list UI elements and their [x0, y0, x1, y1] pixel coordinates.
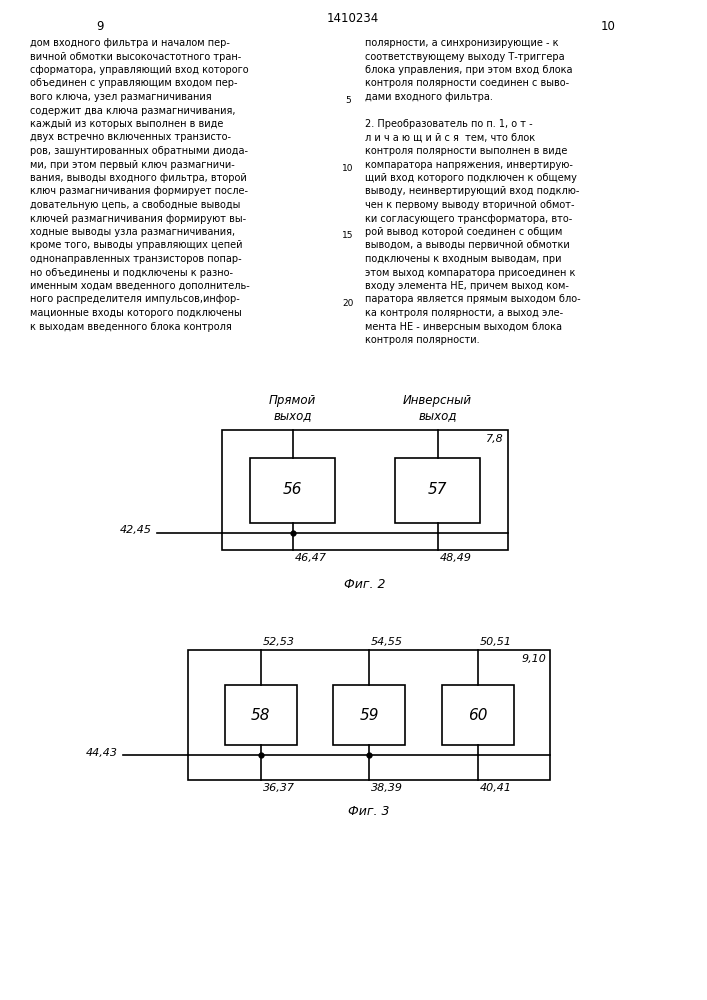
Text: ка контроля полярности, а выход эле-: ка контроля полярности, а выход эле- — [365, 308, 563, 318]
Text: 15: 15 — [342, 231, 354, 240]
Text: Фиг. 2: Фиг. 2 — [344, 578, 386, 591]
Text: чен к первому выводу вторичной обмот-: чен к первому выводу вторичной обмот- — [365, 200, 575, 210]
Text: ходные выводы узла размагничивания,: ходные выводы узла размагничивания, — [30, 227, 235, 237]
Text: 58: 58 — [251, 708, 270, 722]
Text: выводу, неинвертирующий вход подклю-: выводу, неинвертирующий вход подклю- — [365, 186, 579, 196]
Text: 10: 10 — [600, 20, 615, 33]
Text: 2. Преобразователь по п. 1, о т -: 2. Преобразователь по п. 1, о т - — [365, 119, 532, 129]
Text: к выходам введенного блока контроля: к выходам введенного блока контроля — [30, 322, 232, 332]
Text: 9,10: 9,10 — [521, 654, 546, 664]
Text: контроля полярности.: контроля полярности. — [365, 335, 479, 345]
Text: входу элемента НЕ, причем выход ком-: входу элемента НЕ, причем выход ком- — [365, 281, 569, 291]
Text: ров, зашунтированных обратными диода-: ров, зашунтированных обратными диода- — [30, 146, 248, 156]
Text: Прямой
выход: Прямой выход — [269, 394, 316, 422]
Text: 7,8: 7,8 — [486, 434, 504, 444]
Text: блока управления, при этом вход блока: блока управления, при этом вход блока — [365, 65, 573, 75]
Text: 44,43: 44,43 — [86, 748, 118, 758]
Text: рой вывод которой соединен с общим: рой вывод которой соединен с общим — [365, 227, 562, 237]
Text: ми, при этом первый ключ размагничи-: ми, при этом первый ключ размагничи- — [30, 159, 235, 169]
Text: Фиг. 3: Фиг. 3 — [349, 805, 390, 818]
Bar — [395, 458, 480, 522]
Text: 52,53: 52,53 — [262, 637, 295, 647]
Text: 46,47: 46,47 — [295, 553, 327, 563]
Text: 48,49: 48,49 — [440, 553, 472, 563]
Text: ного распределителя импульсов,инфор-: ного распределителя импульсов,инфор- — [30, 294, 240, 304]
Bar — [250, 458, 335, 522]
Bar — [333, 685, 405, 745]
Text: однонаправленных транзисторов попар-: однонаправленных транзисторов попар- — [30, 254, 242, 264]
Text: 57: 57 — [428, 483, 448, 497]
Text: 38,39: 38,39 — [371, 783, 403, 793]
Bar — [222, 430, 508, 550]
Text: выводом, а выводы первичной обмотки: выводом, а выводы первичной обмотки — [365, 240, 570, 250]
Text: дами входного фильтра.: дами входного фильтра. — [365, 92, 493, 102]
Text: мента НЕ - инверсным выходом блока: мента НЕ - инверсным выходом блока — [365, 322, 562, 332]
Text: Инверсный
выход: Инверсный выход — [403, 394, 472, 422]
Text: 5: 5 — [345, 96, 351, 105]
Text: вого ключа, узел размагничивания: вого ключа, узел размагничивания — [30, 92, 211, 102]
Text: но объединены и подключены к разно-: но объединены и подключены к разно- — [30, 267, 233, 277]
Text: щий вход которого подключен к общему: щий вход которого подключен к общему — [365, 173, 577, 183]
Text: ключ размагничивания формирует после-: ключ размагничивания формирует после- — [30, 186, 248, 196]
Text: 50,51: 50,51 — [479, 637, 511, 647]
Text: двух встречно включенных транзисто-: двух встречно включенных транзисто- — [30, 132, 231, 142]
Text: компаратора напряжения, инвертирую-: компаратора напряжения, инвертирую- — [365, 159, 573, 169]
Text: 10: 10 — [342, 164, 354, 173]
Text: этом выход компаратора присоединен к: этом выход компаратора присоединен к — [365, 267, 575, 277]
Text: вичной обмотки высокочастотного тран-: вичной обмотки высокочастотного тран- — [30, 51, 241, 62]
Bar — [188, 650, 550, 780]
Text: сформатора, управляющий вход которого: сформатора, управляющий вход которого — [30, 65, 249, 75]
Text: каждый из которых выполнен в виде: каждый из которых выполнен в виде — [30, 119, 223, 129]
Text: контроля полярности соединен с выво-: контроля полярности соединен с выво- — [365, 79, 569, 89]
Text: 56: 56 — [283, 483, 303, 497]
Text: 1410234: 1410234 — [327, 12, 379, 25]
Text: 36,37: 36,37 — [262, 783, 295, 793]
Text: 40,41: 40,41 — [479, 783, 511, 793]
Text: 20: 20 — [342, 299, 354, 308]
Bar — [225, 685, 296, 745]
Text: полярности, а синхронизирующие - к: полярности, а синхронизирующие - к — [365, 38, 559, 48]
Text: объединен с управляющим входом пер-: объединен с управляющим входом пер- — [30, 79, 238, 89]
Text: л и ч а ю щ и й с я  тем, что блок: л и ч а ю щ и й с я тем, что блок — [365, 132, 535, 142]
Text: именным ходам введенного дополнитель-: именным ходам введенного дополнитель- — [30, 281, 250, 291]
Text: 59: 59 — [359, 708, 379, 722]
Text: ки согласующего трансформатора, вто-: ки согласующего трансформатора, вто- — [365, 214, 572, 224]
Bar — [441, 685, 513, 745]
Text: кроме того, выводы управляющих цепей: кроме того, выводы управляющих цепей — [30, 240, 243, 250]
Text: содержит два ключа размагничивания,: содержит два ключа размагничивания, — [30, 105, 235, 115]
Text: 42,45: 42,45 — [120, 526, 152, 536]
Text: 9: 9 — [96, 20, 104, 33]
Text: 60: 60 — [468, 708, 487, 722]
Text: мационные входы которого подключены: мационные входы которого подключены — [30, 308, 242, 318]
Text: соответствующему выходу Т-триггера: соответствующему выходу Т-триггера — [365, 51, 565, 62]
Text: дом входного фильтра и началом пер-: дом входного фильтра и началом пер- — [30, 38, 230, 48]
Text: контроля полярности выполнен в виде: контроля полярности выполнен в виде — [365, 146, 568, 156]
Text: паратора является прямым выходом бло-: паратора является прямым выходом бло- — [365, 294, 580, 304]
Text: 54,55: 54,55 — [371, 637, 403, 647]
Text: вания, выводы входного фильтра, второй: вания, выводы входного фильтра, второй — [30, 173, 247, 183]
Text: довательную цепь, а свободные выводы: довательную цепь, а свободные выводы — [30, 200, 240, 210]
Text: ключей размагничивания формируют вы-: ключей размагничивания формируют вы- — [30, 214, 246, 224]
Text: подключены к входным выводам, при: подключены к входным выводам, при — [365, 254, 561, 264]
